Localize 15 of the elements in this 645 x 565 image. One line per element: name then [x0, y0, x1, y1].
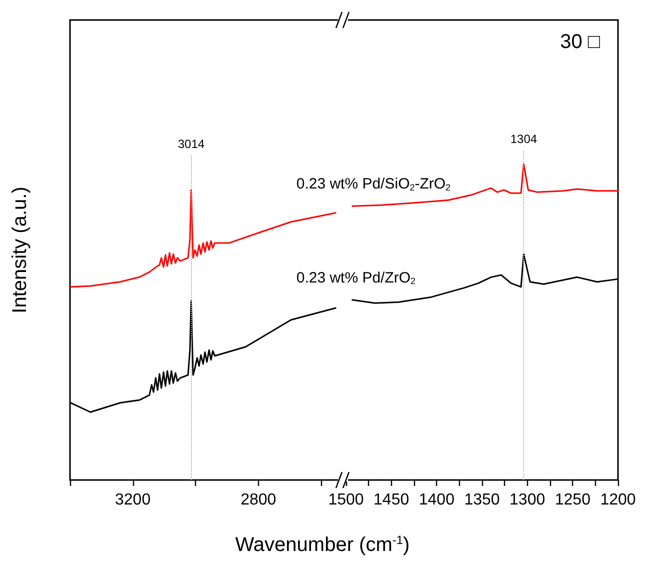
x-tick-label: 1400 [418, 492, 455, 508]
series-label: 0.23 wt% Pd/SiO2-ZrO2 [296, 175, 451, 192]
x-tick-label: 1250 [554, 492, 591, 508]
x-tick-label: 3200 [114, 492, 151, 508]
series-label: 0.23 wt% Pd/ZrO2 [296, 269, 416, 286]
x-tick-label: 2800 [240, 492, 276, 508]
x-tick-label: 1450 [374, 492, 410, 508]
ref-line-label: 3014 [178, 137, 205, 152]
text: 30 □ [560, 31, 601, 53]
x-tick-label: 1350 [464, 492, 500, 508]
x-tick-label: 1500 [328, 492, 364, 508]
x-tick-label: 1300 [510, 492, 546, 508]
y-axis-title: Intensity (a.u.) [9, 186, 31, 314]
x-tick-label: 1200 [600, 492, 636, 508]
ref-line-label: 1304 [510, 132, 538, 146]
